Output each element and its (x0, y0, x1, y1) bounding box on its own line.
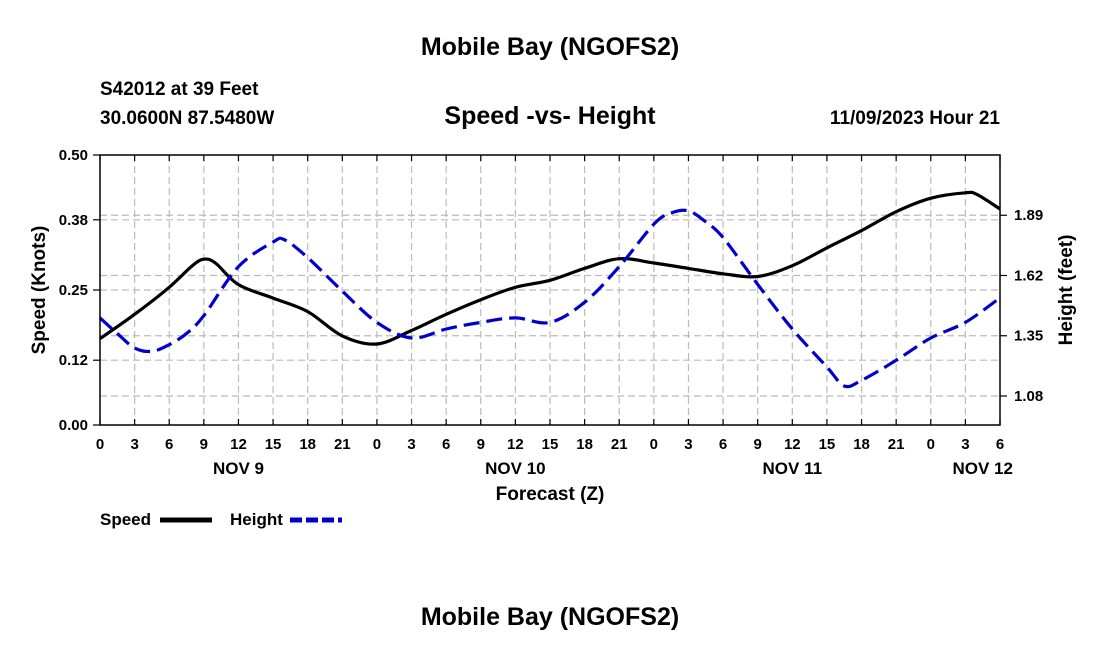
x-tick-label: 3 (130, 436, 138, 453)
speed-series-line (99, 190, 1001, 346)
x-day-label: NOV 11 (763, 459, 823, 478)
y-tick-label: 0.12 (59, 352, 88, 369)
x-tick-label: 9 (477, 436, 485, 453)
y-tick-label: 0.00 (59, 417, 88, 434)
x-tick-label: 21 (334, 436, 351, 453)
chart-subtitle: Speed -vs- Height (444, 102, 656, 130)
x-tick-label: 21 (888, 436, 905, 453)
x-tick-label: 0 (373, 436, 381, 453)
x-tick-label: 6 (996, 436, 1004, 453)
legend-height-label: Height (230, 510, 283, 529)
x-tick-label: 0 (96, 436, 104, 453)
x-tick-label: 9 (754, 436, 762, 453)
x-tick-label: 12 (784, 436, 801, 453)
legend-speed-label: Speed (100, 510, 151, 529)
chart-title: Mobile Bay (NGOFS2) (421, 33, 679, 61)
x-tick-label: 18 (576, 436, 593, 453)
height-series-line (98, 208, 1001, 389)
y-tick-label: 0.38 (59, 212, 88, 229)
x-tick-label: 6 (442, 436, 450, 453)
x-tick-label: 21 (611, 436, 628, 453)
y-tick-label: 0.25 (59, 282, 88, 299)
x-day-label: NOV 9 (213, 459, 264, 478)
x-day-label: NOV 10 (485, 459, 545, 478)
x-tick-label: 9 (200, 436, 208, 453)
x-tick-label: 3 (407, 436, 415, 453)
x-tick-label: 6 (165, 436, 173, 453)
y2-tick-label: 1.08 (1014, 388, 1043, 405)
x-tick-label: 18 (299, 436, 316, 453)
x-tick-label: 12 (507, 436, 524, 453)
footer-title: Mobile Bay (NGOFS2) (421, 603, 679, 631)
x-day-label: NOV 12 (952, 459, 1012, 478)
station-label: S42012 at 39 Feet (100, 79, 259, 100)
x-tick-label: 6 (719, 436, 727, 453)
y2-axis-title: Height (feet) (1056, 235, 1077, 346)
x-tick-label: 3 (961, 436, 969, 453)
x-tick-label: 0 (927, 436, 935, 453)
x-axis-title: Forecast (Z) (496, 484, 605, 505)
y2-tick-label: 1.62 (1014, 267, 1043, 284)
y2-tick-label: 1.35 (1014, 328, 1043, 345)
x-tick-label: 15 (542, 436, 559, 453)
datetime-label: 11/09/2023 Hour 21 (830, 108, 1000, 129)
x-tick-label: 18 (853, 436, 870, 453)
axes: 0 3 6 9 12 15 18 21 0 3 6 9 12 15 18 21 0 3 6 9 12 15 18 21 0 3 6 N… (59, 147, 1043, 478)
x-tick-label: 15 (819, 436, 836, 453)
y-axis-title: Speed (Knots) (29, 226, 50, 355)
y-tick-label: 0.50 (59, 147, 88, 164)
x-tick-label: 0 (650, 436, 658, 453)
coords-label: 30.0600N 87.5480W (100, 108, 274, 129)
y2-tick-label: 1.89 (1014, 207, 1043, 224)
legend: Speed Height (100, 510, 342, 529)
series-lines (98, 190, 1001, 389)
grid-lines (100, 155, 1000, 425)
x-tick-label: 12 (230, 436, 247, 453)
x-tick-label: 15 (265, 436, 282, 453)
x-tick-label: 3 (684, 436, 692, 453)
